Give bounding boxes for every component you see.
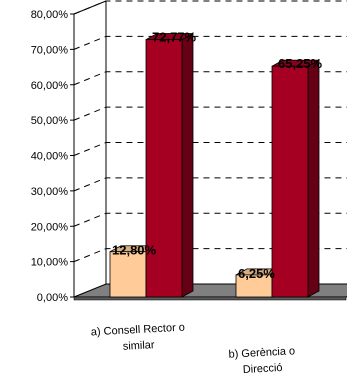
chart-bars: [109, 32, 320, 298]
y-tick-label: 0,00%: [37, 292, 68, 304]
y-tick-label: 30,00%: [31, 186, 69, 198]
y-tick-label: 80,00%: [31, 9, 69, 21]
y-tick-label: 10,00%: [31, 257, 69, 269]
bar-side: [307, 59, 320, 298]
y-tick-label: 70,00%: [31, 44, 69, 56]
y-tick-label: 60,00%: [31, 80, 69, 92]
gridline: [73, 142, 347, 156]
y-tick-label: 20,00%: [31, 221, 69, 233]
gridline: [73, 106, 347, 121]
gridline: [73, 0, 347, 15]
data-label: 6,25%: [238, 266, 275, 281]
y-axis: 0,00% 10,00% 20,00% 30,00% 40,00% 50,00% 60,00…: [31, 0, 107, 304]
bar-side: [181, 32, 194, 298]
bar: [109, 251, 147, 298]
category-label-line: Direcció: [243, 362, 283, 376]
category-label-line: b) Gerència o: [228, 345, 295, 360]
data-labels: 12,80% 72,77% 6,25% 65,25%: [112, 30, 323, 281]
data-label: 65,25%: [278, 56, 323, 71]
gridline: [73, 177, 347, 192]
bar: [271, 65, 309, 298]
bar: [145, 39, 183, 298]
gridline: [73, 35, 347, 50]
data-label: 72,77%: [152, 30, 197, 45]
gridline: [73, 248, 347, 263]
category-label-line: similar: [122, 339, 155, 353]
floor-edge: [73, 296, 347, 301]
category-label-line: a) Consell Rector o: [91, 322, 186, 339]
data-label: 12,80%: [112, 243, 157, 258]
gridline: [73, 71, 347, 86]
gridline: [73, 212, 347, 227]
y-axis-top-edge: [73, 0, 107, 15]
category-label: b) Gerència o Direcció: [228, 345, 295, 376]
y-tick-label: 50,00%: [31, 115, 69, 127]
y-tick-label: 40,00%: [31, 151, 69, 163]
